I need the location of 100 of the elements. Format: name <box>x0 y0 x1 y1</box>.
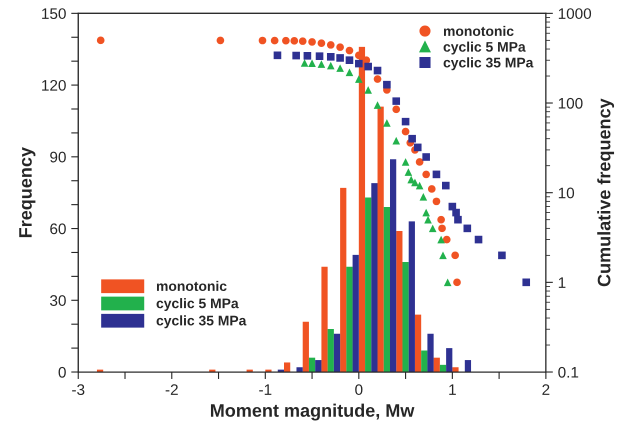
point <box>336 64 344 72</box>
y2-tick-label: 1000 <box>558 8 592 20</box>
y2-axis-title: Cumulative frequency <box>597 98 614 286</box>
point <box>383 80 391 89</box>
point <box>282 36 290 44</box>
point <box>308 59 316 68</box>
bar <box>334 334 340 372</box>
point <box>416 158 424 166</box>
point <box>439 252 447 260</box>
bar <box>308 358 316 372</box>
bar <box>434 358 440 372</box>
bar <box>340 188 346 372</box>
point <box>428 224 437 232</box>
point <box>326 41 335 49</box>
point <box>432 198 440 206</box>
point <box>444 278 452 286</box>
point <box>442 182 450 190</box>
bar <box>408 221 415 372</box>
bar <box>378 106 384 372</box>
point <box>392 97 400 105</box>
point <box>522 278 530 286</box>
point <box>346 68 354 76</box>
x-tick-label: -2 <box>166 384 178 395</box>
legend-label: cyclic 35 MPa <box>156 315 246 328</box>
point <box>404 168 412 176</box>
point <box>270 36 278 44</box>
legend-label: monotonic <box>444 26 514 36</box>
bar <box>421 350 428 372</box>
point <box>374 101 382 109</box>
point <box>336 43 344 51</box>
point <box>428 185 436 193</box>
point <box>422 170 430 178</box>
x-axis-title: Moment magnitude, Mw <box>210 404 414 421</box>
point <box>308 38 316 46</box>
point <box>420 192 428 201</box>
bar <box>346 266 353 372</box>
point <box>274 52 282 60</box>
point <box>316 52 324 60</box>
bar <box>315 360 322 372</box>
legend-label: cyclic 35 MPa <box>444 57 534 70</box>
point <box>414 144 422 152</box>
point <box>498 252 506 260</box>
bar <box>321 266 328 372</box>
point <box>96 36 104 44</box>
y2-tick-label: 1 <box>558 277 566 288</box>
point <box>408 134 416 143</box>
y2-tick-label: 100 <box>558 98 583 109</box>
x-tick-label: -1 <box>259 384 272 395</box>
point <box>346 56 354 64</box>
point <box>442 236 451 244</box>
legend-label: cyclic 5 MPa <box>156 298 239 312</box>
point <box>438 224 446 232</box>
bar <box>452 367 459 372</box>
point <box>383 119 391 127</box>
point <box>392 106 400 114</box>
point <box>392 136 400 144</box>
legend-label: cyclic 5 MPa <box>444 42 526 55</box>
point <box>416 182 424 190</box>
point <box>258 36 266 44</box>
legend-label: monotonic <box>156 280 227 292</box>
x-tick-label: 0 <box>355 384 362 396</box>
bar <box>427 334 434 372</box>
point <box>374 66 382 74</box>
y-tick-label: 30 <box>50 295 66 306</box>
y-tick-label: 0 <box>58 366 66 378</box>
point <box>304 52 312 60</box>
point <box>318 39 326 47</box>
point <box>346 46 354 54</box>
point <box>432 170 440 178</box>
bar <box>390 159 396 372</box>
point <box>336 54 344 62</box>
point <box>290 37 298 45</box>
point <box>326 62 335 70</box>
y2-tick-label: 0.1 <box>558 366 578 378</box>
bar <box>414 314 422 372</box>
point <box>451 252 459 260</box>
point <box>364 62 372 70</box>
point <box>216 36 224 44</box>
point <box>326 52 335 61</box>
point <box>355 60 363 68</box>
point <box>364 86 372 94</box>
bar <box>296 367 303 372</box>
point <box>452 208 460 216</box>
point <box>453 278 461 286</box>
x-tick-label: 1 <box>449 384 456 395</box>
bar <box>352 254 359 372</box>
y-tick-label: 60 <box>50 223 66 234</box>
bar <box>371 183 378 372</box>
bar <box>365 197 372 372</box>
bar <box>446 348 452 372</box>
point <box>298 37 307 45</box>
x-tick-label: -3 <box>72 384 84 396</box>
bar <box>464 360 472 372</box>
point <box>300 59 308 67</box>
point <box>424 216 432 224</box>
y-tick-label: 120 <box>42 80 66 91</box>
y-tick-label: 90 <box>50 152 66 163</box>
point <box>318 60 326 68</box>
bar <box>402 262 409 372</box>
y2-tick-label: 10 <box>558 188 574 198</box>
